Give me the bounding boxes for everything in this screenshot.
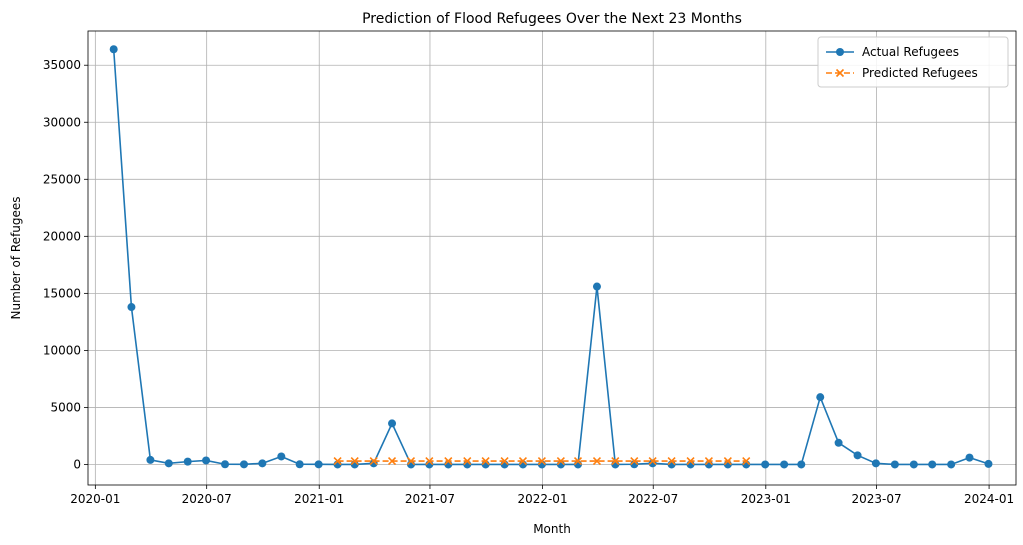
data-point xyxy=(463,456,472,466)
data-point xyxy=(909,460,918,469)
data-point xyxy=(369,456,378,466)
y-tick-label: 0 xyxy=(73,457,81,471)
data-point xyxy=(797,460,806,469)
y-axis-label: Number of Refugees xyxy=(9,196,23,319)
y-tick-label: 20000 xyxy=(43,229,81,243)
data-point xyxy=(965,453,974,462)
data-point xyxy=(127,303,136,312)
x-tick-label: 2020-07 xyxy=(182,492,232,506)
data-point xyxy=(630,456,639,466)
data-point xyxy=(537,456,546,466)
data-point xyxy=(648,456,657,466)
data-point xyxy=(221,460,230,469)
data-point xyxy=(109,45,118,54)
data-point xyxy=(816,393,825,402)
x-tick-label: 2021-01 xyxy=(294,492,344,506)
data-point xyxy=(277,452,286,461)
y-tick-label: 5000 xyxy=(50,400,81,414)
data-point xyxy=(723,456,732,466)
x-tick-label: 2020-01 xyxy=(70,492,120,506)
data-point xyxy=(444,456,453,466)
data-point xyxy=(611,456,620,466)
data-point xyxy=(481,456,490,466)
data-point xyxy=(871,459,880,468)
x-axis: 2020-01 2020-07 2021-01 2021-07 2022-01 2022-… xyxy=(70,485,1014,506)
legend-box xyxy=(817,36,1009,88)
x-axis-label: Month xyxy=(533,522,571,536)
series-layer xyxy=(109,45,993,469)
data-point xyxy=(780,460,789,469)
grid xyxy=(88,31,1016,485)
y-tick-label: 25000 xyxy=(43,172,81,186)
data-point xyxy=(146,455,155,464)
data-point xyxy=(202,456,211,465)
data-point xyxy=(387,456,397,466)
data-point xyxy=(761,460,770,469)
series-predicted-refugees xyxy=(333,456,751,466)
legend-marker xyxy=(836,48,844,56)
series-line xyxy=(112,49,989,466)
legend-label: Actual Refugees xyxy=(862,45,959,59)
data-point xyxy=(556,456,565,466)
x-tick-label: 2021-07 xyxy=(405,492,455,506)
y-axis: 0 5000 10000 15000 20000 25000 30000 35000 xyxy=(43,58,88,471)
data-point xyxy=(573,456,583,466)
data-point xyxy=(350,456,359,466)
x-tick-label: 2022-01 xyxy=(517,492,567,506)
y-tick-label: 15000 xyxy=(43,286,81,300)
legend: Actual Refugees Predicted Refugees xyxy=(817,36,1009,88)
data-point xyxy=(928,460,937,469)
series-actual-refugees xyxy=(109,45,993,469)
data-point xyxy=(686,456,695,466)
data-point xyxy=(704,456,713,466)
data-point xyxy=(947,460,956,469)
data-point xyxy=(314,460,323,469)
data-point xyxy=(388,419,397,428)
chart-title: Prediction of Flood Refugees Over the Ne… xyxy=(362,11,742,27)
legend-item: Predicted Refugees xyxy=(826,66,978,80)
data-point xyxy=(406,456,416,466)
data-point xyxy=(164,459,173,468)
data-point xyxy=(834,438,843,447)
legend-label: Predicted Refugees xyxy=(862,66,978,80)
data-point xyxy=(742,456,751,466)
data-point xyxy=(853,451,862,460)
data-point xyxy=(592,456,602,466)
y-tick-label: 10000 xyxy=(43,343,81,357)
data-point xyxy=(295,460,304,469)
data-point xyxy=(984,459,993,468)
data-point xyxy=(518,456,528,466)
data-point xyxy=(890,460,899,469)
data-point xyxy=(667,456,676,466)
legend-marker xyxy=(835,68,845,78)
x-tick-label: 2024-01 xyxy=(964,492,1014,506)
x-tick-label: 2023-07 xyxy=(851,492,901,506)
legend-item: Actual Refugees xyxy=(826,45,959,59)
x-tick-label: 2022-07 xyxy=(628,492,678,506)
data-point xyxy=(333,456,342,466)
data-point xyxy=(239,460,248,469)
data-point xyxy=(425,456,434,466)
data-point xyxy=(500,456,509,466)
plot-frame xyxy=(87,30,1017,486)
data-point xyxy=(183,457,192,466)
y-tick-label: 30000 xyxy=(43,115,81,129)
data-point xyxy=(592,282,601,291)
y-tick-label: 35000 xyxy=(43,58,81,72)
x-tick-label: 2023-01 xyxy=(741,492,791,506)
data-point xyxy=(258,459,267,468)
